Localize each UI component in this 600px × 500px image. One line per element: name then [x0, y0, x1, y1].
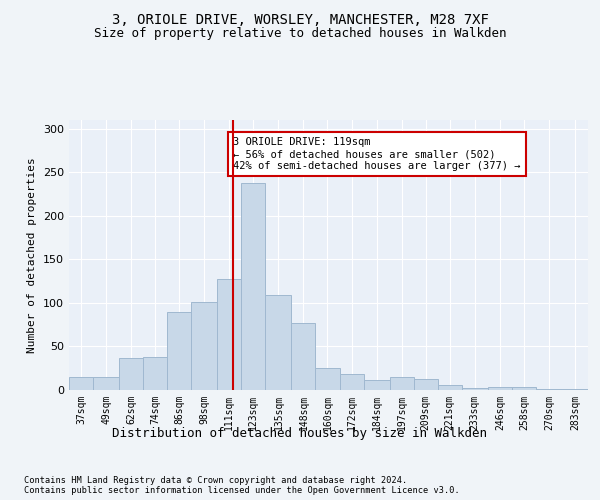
Bar: [265, 295, 292, 390]
Bar: [241, 182, 265, 390]
Bar: [462, 388, 488, 390]
Text: Distribution of detached houses by size in Walkden: Distribution of detached houses by size …: [113, 428, 487, 440]
Bar: [536, 389, 562, 390]
Bar: [562, 389, 588, 390]
Text: 3, ORIOLE DRIVE, WORSLEY, MANCHESTER, M28 7XF: 3, ORIOLE DRIVE, WORSLEY, MANCHESTER, M2…: [112, 12, 488, 26]
Bar: [488, 386, 512, 390]
Bar: [512, 386, 536, 390]
Bar: [438, 385, 462, 390]
Bar: [217, 278, 241, 390]
Text: Size of property relative to detached houses in Walkden: Size of property relative to detached ho…: [94, 28, 506, 40]
Bar: [191, 302, 217, 390]
Bar: [167, 312, 191, 390]
Bar: [340, 374, 364, 390]
Bar: [119, 358, 143, 390]
Bar: [413, 378, 438, 390]
Text: 3 ORIOLE DRIVE: 119sqm
← 56% of detached houses are smaller (502)
42% of semi-de: 3 ORIOLE DRIVE: 119sqm ← 56% of detached…: [233, 138, 521, 170]
Y-axis label: Number of detached properties: Number of detached properties: [28, 157, 37, 353]
Bar: [143, 357, 167, 390]
Bar: [316, 368, 340, 390]
Bar: [292, 323, 316, 390]
Text: Contains HM Land Registry data © Crown copyright and database right 2024.
Contai: Contains HM Land Registry data © Crown c…: [24, 476, 460, 495]
Bar: [364, 380, 389, 390]
Bar: [389, 377, 413, 390]
Bar: [69, 377, 93, 390]
Bar: [93, 377, 119, 390]
